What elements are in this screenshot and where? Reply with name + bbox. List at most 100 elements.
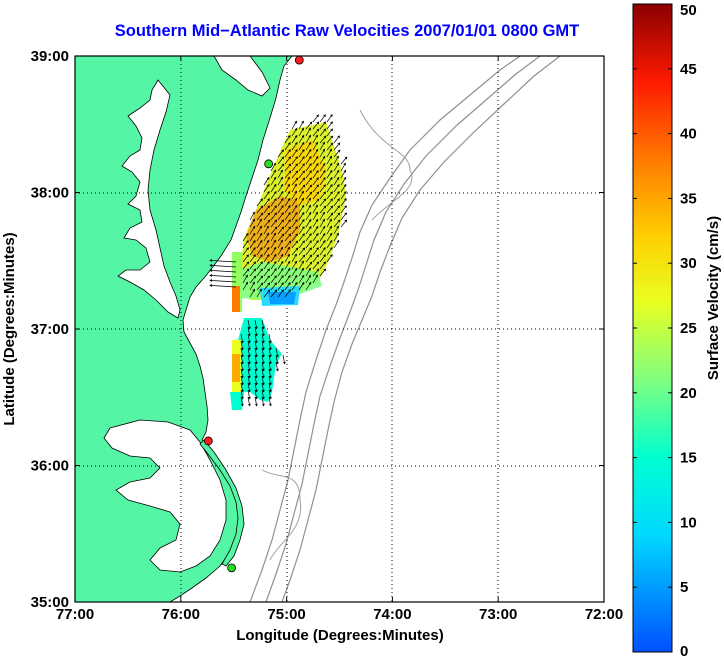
velocity-arrow	[263, 191, 270, 200]
velocity-arrow	[263, 184, 270, 193]
velocity-arrow	[291, 267, 298, 277]
velocity-arrow	[305, 141, 312, 151]
y-axis-ticks: 39:00 38:00 37:00 36:00 35:00	[31, 48, 604, 611]
velocity-arrow	[319, 141, 325, 151]
velocity-arrow	[340, 176, 347, 186]
velocity-arrow	[319, 254, 326, 263]
velocity-arrow	[326, 128, 333, 137]
velocity-arrow	[298, 134, 305, 144]
velocity-arrow	[254, 361, 258, 372]
velocity-arrow	[240, 368, 244, 379]
velocity-arrow	[326, 198, 333, 207]
velocity-arrow	[268, 347, 272, 358]
velocity-arrow	[333, 225, 339, 235]
velocity-arrow	[277, 289, 284, 298]
velocity-arrow	[277, 163, 285, 172]
velocity-arrow	[240, 333, 244, 344]
velocity-arrow	[319, 191, 326, 200]
velocity-arrow	[256, 232, 263, 242]
colorbar	[632, 3, 673, 653]
velocity-arrow	[319, 162, 326, 172]
velocity-arrow	[291, 120, 297, 130]
velocity-arrow	[254, 382, 258, 393]
velocity-arrow	[291, 204, 298, 214]
velocity-arrow	[305, 240, 312, 249]
velocity-arrow	[319, 218, 325, 228]
velocity-arrow	[268, 354, 272, 365]
velocity-arrow	[305, 267, 311, 277]
velocity-arrow	[284, 260, 291, 270]
velocity-arrow	[312, 121, 320, 130]
velocity-arrow	[305, 156, 312, 165]
velocity-arrow	[319, 247, 326, 256]
velocity-arrow	[333, 232, 339, 242]
velocity-arrow	[242, 233, 249, 242]
velocity-arrow	[284, 240, 292, 249]
velocity-arrow	[247, 396, 251, 407]
velocity-arrow	[270, 198, 277, 207]
velocity-arrow	[242, 247, 249, 256]
velocity-arrow	[333, 198, 340, 207]
velocity-arrow	[326, 114, 333, 123]
velocity-arrow	[270, 183, 277, 193]
velocity-arrow	[326, 212, 334, 221]
velocity-arrow	[254, 389, 258, 400]
station-duck	[203, 436, 213, 446]
bathymetry-contour-5	[261, 469, 302, 561]
velocity-arrow	[277, 282, 284, 291]
colorbar-tick-label: 0	[680, 643, 688, 659]
velocity-arrow	[277, 205, 284, 214]
velocity-arrow	[240, 347, 244, 358]
velocity-arrow	[312, 247, 319, 256]
velocity-arrow	[249, 275, 257, 284]
velocity-arrow	[284, 275, 291, 284]
velocity-arrow	[291, 149, 298, 158]
velocity-arrow	[209, 259, 237, 263]
velocity-arrow	[277, 253, 284, 263]
velocity-arrow	[240, 396, 244, 407]
velocity-arrow	[284, 176, 290, 186]
velocity-arrow	[242, 268, 250, 277]
velocity-arrow	[270, 253, 277, 263]
velocity-arrow	[270, 162, 276, 172]
velocity-arrow	[254, 354, 258, 365]
velocity-arrow	[326, 155, 332, 165]
velocity-arrow	[312, 177, 319, 186]
velocity-arrow	[240, 389, 244, 400]
x-tick-label: 72:00	[585, 606, 623, 623]
colorbar-tick-label: 35	[680, 190, 697, 207]
velocity-arrow	[305, 226, 312, 235]
velocity-arrow	[268, 340, 272, 351]
velocity-arrow	[249, 254, 256, 263]
velocity-arrow	[263, 282, 271, 291]
velocity-arrow	[240, 354, 244, 365]
velocity-arrow	[291, 233, 298, 242]
velocity-arrow	[333, 212, 341, 221]
velocity-arrow	[333, 169, 340, 179]
velocity-arrow	[277, 233, 285, 242]
velocity-arrow	[284, 135, 291, 144]
velocity-arrow	[298, 120, 304, 130]
velocity-arrow	[319, 240, 326, 249]
velocity-arrow	[326, 162, 333, 172]
velocity-arrow	[305, 261, 313, 270]
velocity-arrow	[270, 275, 277, 284]
velocity-arrow	[261, 326, 265, 337]
velocity-arrow	[284, 142, 291, 151]
velocity-arrow	[256, 254, 263, 263]
velocity-arrow	[340, 205, 347, 214]
velocity-arrow	[298, 260, 304, 270]
velocity-arrow	[263, 212, 271, 221]
colorbar-label: Surface Velocity (cm/s)	[705, 216, 722, 380]
velocity-arrow	[333, 162, 339, 172]
velocity-arrow	[261, 368, 265, 379]
velocity-arrow	[270, 239, 276, 249]
velocity-arrow	[240, 382, 244, 393]
velocity-arrow	[333, 191, 340, 200]
velocity-arrow	[298, 156, 305, 165]
velocity-arrow	[254, 319, 258, 330]
velocity-arrow	[305, 127, 311, 137]
velocity-arrow	[333, 176, 340, 186]
velocity-arrow	[284, 212, 291, 221]
